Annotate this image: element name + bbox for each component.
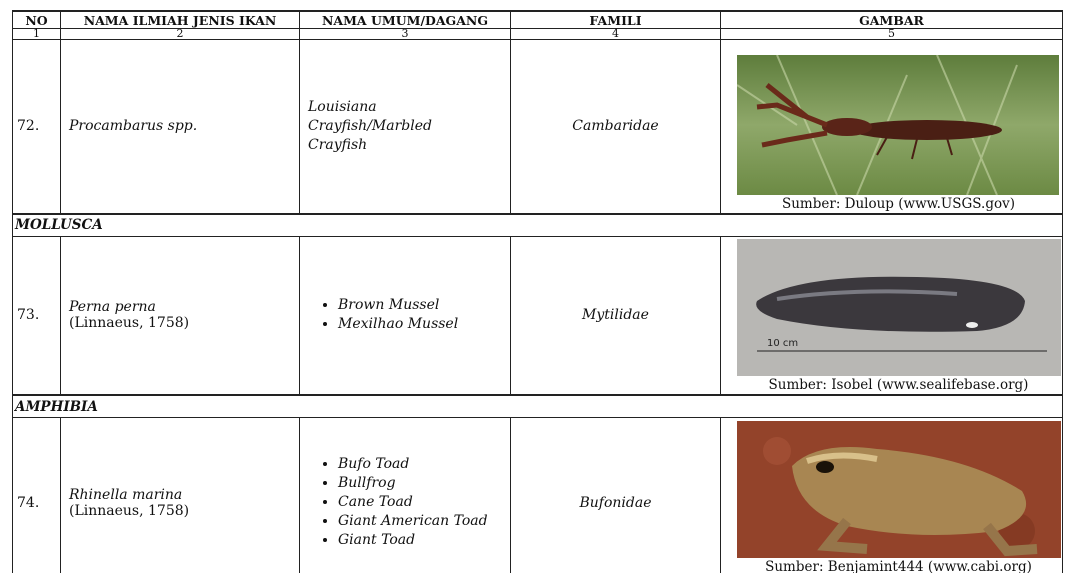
row-number: 72. [12, 39, 61, 214]
species-row: 73. Perna perna(Linnaeus, 1758) Brown Mu… [12, 235, 1063, 396]
number-row: 1 2 3 4 5 [12, 28, 1063, 40]
family-cell: Mytilidae [510, 235, 721, 396]
image-cell: Sumber: Benjamint444 (www.cabi.org) [720, 417, 1063, 573]
species-row: 74. Rhinella marina(Linnaeus, 1758) Bufo… [12, 417, 1063, 573]
scientific-cell: Procambarus spp. [60, 39, 300, 214]
mussel-photo: 10 cm [737, 239, 1061, 376]
scientific-cell: Rhinella marina (Linnaeus, 1758) [60, 417, 300, 573]
crayfish-photo [737, 54, 1059, 195]
common-names: Brown Mussel Mexilhao Mussel [308, 296, 502, 334]
species-row: 72. Procambarus spp. Louisiana Crayfish/… [12, 39, 1063, 214]
common-name: Giant American Toad [338, 512, 502, 531]
column-number: 1 [12, 28, 61, 40]
group-row: AMPHIBIA [12, 394, 1063, 418]
header-row: NO NAMA ILMIAH JENIS IKAN NAMA UMUM/DAGA… [12, 10, 1063, 29]
author: (Linnaeus, 1758) [69, 502, 190, 519]
column-number: 2 [60, 28, 300, 40]
group-label: AMPHIBIA [12, 394, 1063, 418]
family: Bufonidae [579, 494, 652, 511]
common-name: Brown Mussel [338, 296, 502, 315]
common-name: Cane Toad [338, 493, 502, 512]
common-name: Bullfrog [338, 474, 502, 493]
common-name: Mexilhao Mussel [338, 315, 502, 334]
common-name: Giant Toad [338, 531, 502, 550]
column-header: NO [12, 10, 61, 29]
family-cell: Cambaridae [510, 39, 721, 214]
row-number: 73. [12, 235, 61, 396]
group-label: MOLLUSCA [12, 212, 1063, 237]
column-header: FAMILI [510, 10, 721, 29]
group-row: MOLLUSCA [12, 212, 1063, 237]
scale-label: 10 cm [767, 338, 798, 349]
column-number: 3 [299, 28, 511, 40]
common-cell: Brown Mussel Mexilhao Mussel [299, 235, 511, 396]
scientific-cell: Perna perna (Linnaeus, 1758) [60, 235, 300, 396]
image-credit: Sumber: Benjamint444 (www.cabi.org) [765, 559, 1032, 573]
author: (Linnaeus, 1758) [69, 315, 190, 332]
column-header: NAMA UMUM/DAGANG [299, 10, 511, 29]
family-cell: Bufonidae [510, 417, 721, 573]
image-credit: Sumber: Duloup (www.USGS.gov) [781, 195, 1015, 212]
species-table: NO NAMA ILMIAH JENIS IKAN NAMA UMUM/DAGA… [12, 10, 1063, 573]
column-header: GAMBAR [720, 10, 1063, 29]
column-number: 5 [720, 28, 1063, 40]
common-cell: Louisiana Crayfish/Marbled Crayfish [299, 39, 511, 214]
column-header: NAMA ILMIAH JENIS IKAN [60, 10, 300, 29]
family: Mytilidae [582, 307, 649, 324]
toad-photo [737, 421, 1061, 558]
scientific-name: Rhinella marina [69, 486, 183, 503]
common-name: Louisiana Crayfish/Marbled Crayfish [308, 98, 432, 153]
common-cell: Bufo Toad Bullfrog Cane Toad Giant Ameri… [299, 417, 511, 573]
scientific-name: Procambarus spp. [69, 118, 198, 135]
common-names: Bufo Toad Bullfrog Cane Toad Giant Ameri… [308, 455, 502, 550]
image-credit: Sumber: Isobel (www.sealifebase.org) [768, 377, 1029, 393]
family: Cambaridae [572, 118, 659, 135]
image-cell: 10 cm Sumber: Isobel (www.sealifebase.or… [720, 235, 1063, 396]
row-number: 74. [12, 417, 61, 573]
common-name: Bufo Toad [338, 455, 502, 474]
scientific-name: Perna perna [69, 299, 156, 316]
image-cell: Sumber: Duloup (www.USGS.gov) [720, 39, 1063, 214]
column-number: 4 [510, 28, 721, 40]
